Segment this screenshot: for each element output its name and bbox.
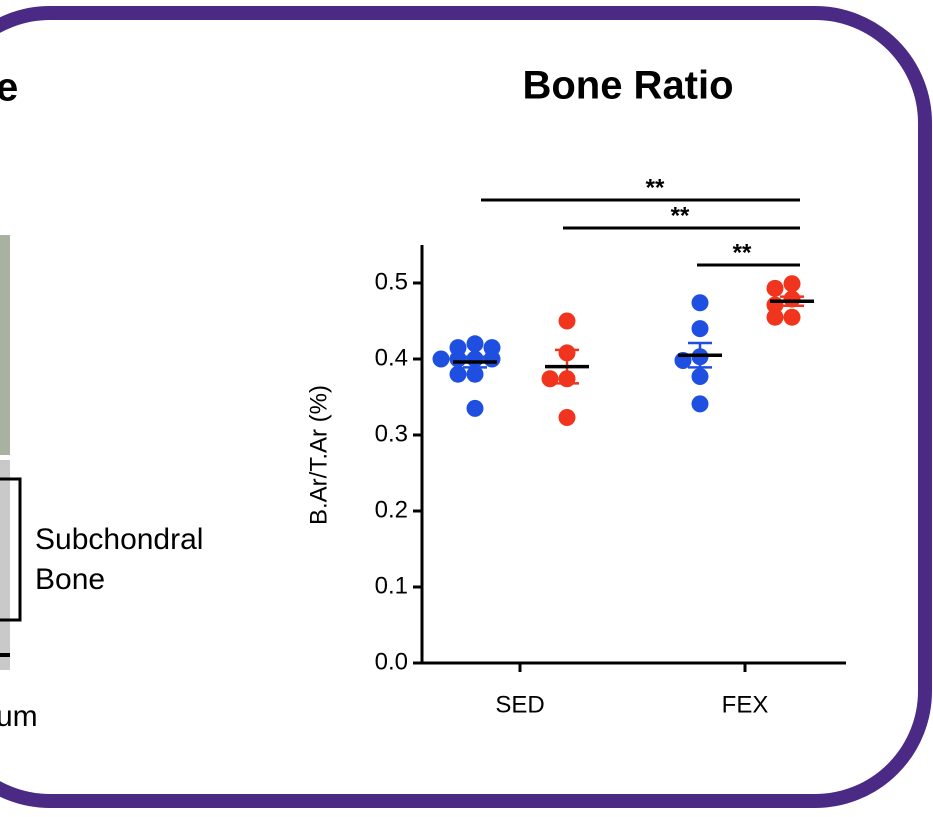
dot xyxy=(783,275,801,293)
y-tick-label: 0.0 xyxy=(375,648,408,675)
dot xyxy=(483,350,501,368)
chart-title: Bone Ratio xyxy=(522,64,733,108)
y-tick-label: 0.3 xyxy=(375,420,408,447)
histology-image xyxy=(0,460,10,670)
dot xyxy=(691,395,709,413)
significance-label: ** xyxy=(671,202,690,229)
region-label: Bone xyxy=(35,563,105,596)
dot xyxy=(691,320,709,338)
dot xyxy=(449,365,467,383)
dot xyxy=(541,370,559,388)
dot xyxy=(558,312,576,330)
scale-label: um xyxy=(0,700,38,733)
y-tick-label: 0.2 xyxy=(375,496,408,523)
panel-title: e xyxy=(0,66,18,110)
region-label: Subchondral xyxy=(35,523,203,556)
dot xyxy=(766,308,784,326)
dot xyxy=(558,409,576,427)
dot xyxy=(432,350,450,368)
dot xyxy=(449,350,467,368)
y-tick-label: 0.4 xyxy=(375,344,408,371)
dot xyxy=(466,399,484,417)
significance: ** ** ** xyxy=(481,174,800,267)
region-box xyxy=(0,477,22,622)
x-tick-label: SED xyxy=(495,691,544,718)
histology-image xyxy=(0,235,10,455)
y-tick-label: 0.1 xyxy=(375,572,408,599)
dot xyxy=(691,294,709,312)
y-tick-label: 0.5 xyxy=(375,268,408,295)
significance-label: ** xyxy=(733,239,752,266)
dot xyxy=(783,308,801,326)
dot xyxy=(466,365,484,383)
dot xyxy=(691,367,709,385)
x-tick-label: FEX xyxy=(722,691,769,718)
y-axis-label: B.Ar/T.Ar (%) xyxy=(305,385,332,525)
frame xyxy=(0,6,932,808)
dot xyxy=(466,335,484,353)
dot xyxy=(766,279,784,297)
significance-label: ** xyxy=(646,174,665,201)
